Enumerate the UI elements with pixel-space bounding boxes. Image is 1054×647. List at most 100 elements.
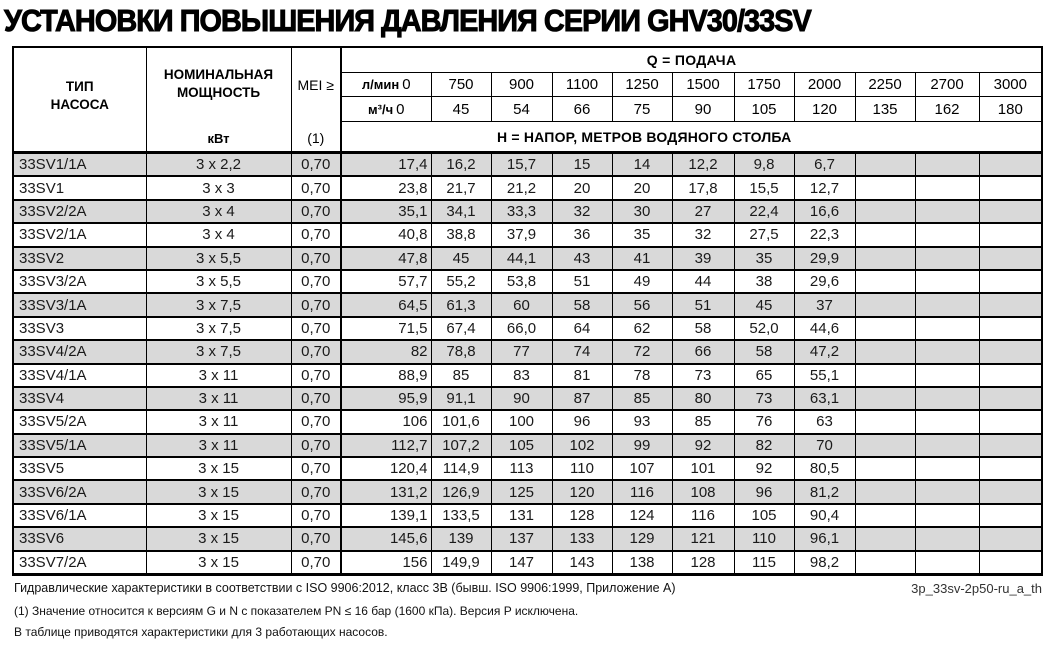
head-value-cell: 133,5: [430, 502, 491, 528]
head-value-cell: 73: [733, 385, 794, 411]
mei-value-cell: 0,70: [290, 292, 341, 317]
flow-lmin-value: 1500: [671, 72, 734, 97]
head-value-cell: 124: [611, 502, 672, 528]
head-value-cell: 37,9: [490, 222, 552, 247]
head-value-cell: 65: [733, 362, 794, 387]
flow-lmin-value: 1100: [551, 72, 612, 97]
q-flow-header: Q = ПОДАЧА: [341, 47, 1043, 73]
head-value-cell: 139,1: [340, 502, 431, 528]
empty-cell: [978, 409, 1043, 434]
nominal-power-cell: 3 x 7,5: [145, 292, 291, 317]
empty-cell: [914, 432, 979, 458]
head-value-cell: 9,8: [733, 151, 794, 177]
head-value-cell: 67,4: [430, 315, 491, 341]
head-value-cell: 108: [671, 479, 734, 504]
head-value-cell: 66,0: [490, 315, 552, 341]
empty-cell: [978, 198, 1043, 224]
col-header-pump-type: ТИП НАСОСА: [13, 47, 147, 153]
head-value-cell: 80: [671, 385, 734, 411]
head-value-cell: 90: [490, 385, 552, 411]
head-value-cell: 137: [490, 526, 552, 551]
head-value-cell: 115: [733, 549, 794, 575]
pump-type-cell: 33SV2/2A: [13, 198, 146, 224]
pump-type-cell: 33SV3: [13, 315, 146, 341]
head-value-cell: 149,9: [430, 549, 491, 575]
table-row: 33SV1 3 x 3 0,70 23,8 21,7 21,2 20 20 17,8 15,5 12…: [13, 175, 1043, 200]
head-value-cell: 110: [733, 526, 794, 551]
table-row: 33SV4/2A 3 x 7,5 0,70 82 78,8 77 74 72 66 58 47,2: [13, 339, 1043, 364]
head-value-cell: 39: [671, 245, 734, 270]
empty-cell: [854, 409, 915, 434]
nominal-power-cell: 3 x 7,5: [145, 315, 291, 341]
head-value-cell: 66: [671, 339, 734, 364]
flow-m3h-value: 45: [430, 96, 491, 122]
head-value-cell: 36: [551, 222, 612, 247]
power-unit-label: кВт: [207, 131, 230, 146]
nominal-power-cell: 3 x 11: [145, 409, 291, 434]
head-value-cell: 52,0: [733, 315, 794, 341]
empty-cell: [978, 502, 1043, 528]
head-value-cell: 41: [611, 245, 672, 270]
head-value-cell: 16,2: [430, 151, 491, 177]
head-value-cell: 74: [551, 339, 612, 364]
empty-cell: [978, 268, 1043, 294]
empty-cell: [854, 175, 915, 200]
empty-cell: [914, 385, 979, 411]
pump-type-cell: 33SV5/2A: [13, 409, 146, 434]
mei-value-cell: 0,70: [290, 268, 341, 294]
flow-lmin-value: 1250: [611, 72, 672, 97]
iso-standard-note: Гидравлические характеристики в соответс…: [14, 581, 676, 596]
mei-value-cell: 0,70: [290, 409, 341, 434]
head-value-cell: 129: [611, 526, 672, 551]
empty-cell: [854, 268, 915, 294]
pump-type-cell: 33SV2/1A: [13, 222, 146, 247]
footnote-2: В таблице приводятся характеристики для …: [14, 624, 388, 639]
head-value-cell: 12,2: [671, 151, 734, 177]
head-value-cell: 120,4: [340, 456, 431, 481]
head-value-cell: 126,9: [430, 479, 491, 504]
head-value-cell: 51: [551, 268, 612, 294]
table-row: 33SV5/2A 3 x 11 0,70 106 101,6 100 96 93 85 76 63: [13, 409, 1043, 434]
head-value-cell: 131: [490, 502, 552, 528]
table-row: 33SV3 3 x 7,5 0,70 71,5 67,4 66,0 64 62 58 52,0 44…: [13, 315, 1043, 341]
head-value-cell: 17,4: [340, 151, 431, 177]
empty-cell: [854, 198, 915, 224]
head-value-cell: 101: [671, 456, 734, 481]
table-row: 33SV5 3 x 15 0,70 120,4 114,9 113 110 107 101 92 8…: [13, 456, 1043, 481]
table-row: 33SV3/1A 3 x 7,5 0,70 64,5 61,3 60 58 56 51 45 37: [13, 292, 1043, 317]
head-value-cell: 29,9: [793, 245, 855, 270]
head-value-cell: 102: [551, 432, 612, 458]
empty-cell: [854, 385, 915, 411]
pump-type-cell: 33SV1: [13, 175, 146, 200]
head-value-cell: 145,6: [340, 526, 431, 551]
mei-value-cell: 0,70: [290, 315, 341, 341]
footer-notes: Гидравлические характеристики в соответс…: [14, 580, 1042, 640]
head-value-cell: 14: [611, 151, 672, 177]
flow-lmin-value: 3000: [978, 72, 1043, 97]
empty-cell: [978, 222, 1043, 247]
flow-lmin-value: 1750: [733, 72, 794, 97]
pump-spec-table: ТИП НАСОСА НОМИНАЛЬНАЯ МОЩНОСТЬ кВт MEI …: [12, 46, 1044, 577]
footnote-1: (1) Значение относится к версиям G и N с…: [14, 603, 579, 618]
head-value-cell: 92: [671, 432, 734, 458]
empty-cell: [854, 479, 915, 504]
pump-type-cell: 33SV4: [13, 385, 146, 411]
nominal-power-label: НОМИНАЛЬНАЯ МОЩНОСТЬ: [163, 66, 274, 100]
flow-lmin-value: 750: [430, 72, 491, 97]
head-value-cell: 55,1: [793, 362, 855, 387]
mei-value-cell: 0,70: [290, 456, 341, 481]
head-value-cell: 60: [490, 292, 552, 317]
head-value-cell: 105: [733, 502, 794, 528]
empty-cell: [914, 549, 979, 575]
pump-type-label: ТИП НАСОСА: [50, 78, 109, 112]
pump-type-cell: 33SV6/1A: [13, 502, 146, 528]
table-row: 33SV6 3 x 15 0,70 145,6 139 137 133 129 121 110 96…: [13, 526, 1043, 551]
empty-cell: [854, 456, 915, 481]
nominal-power-cell: 3 x 15: [145, 456, 291, 481]
mei-value-cell: 0,70: [290, 549, 341, 575]
pump-type-cell: 33SV3/2A: [13, 268, 146, 294]
head-value-cell: 81: [551, 362, 612, 387]
head-value-cell: 22,4: [733, 198, 794, 224]
head-value-cell: 156: [340, 549, 431, 575]
